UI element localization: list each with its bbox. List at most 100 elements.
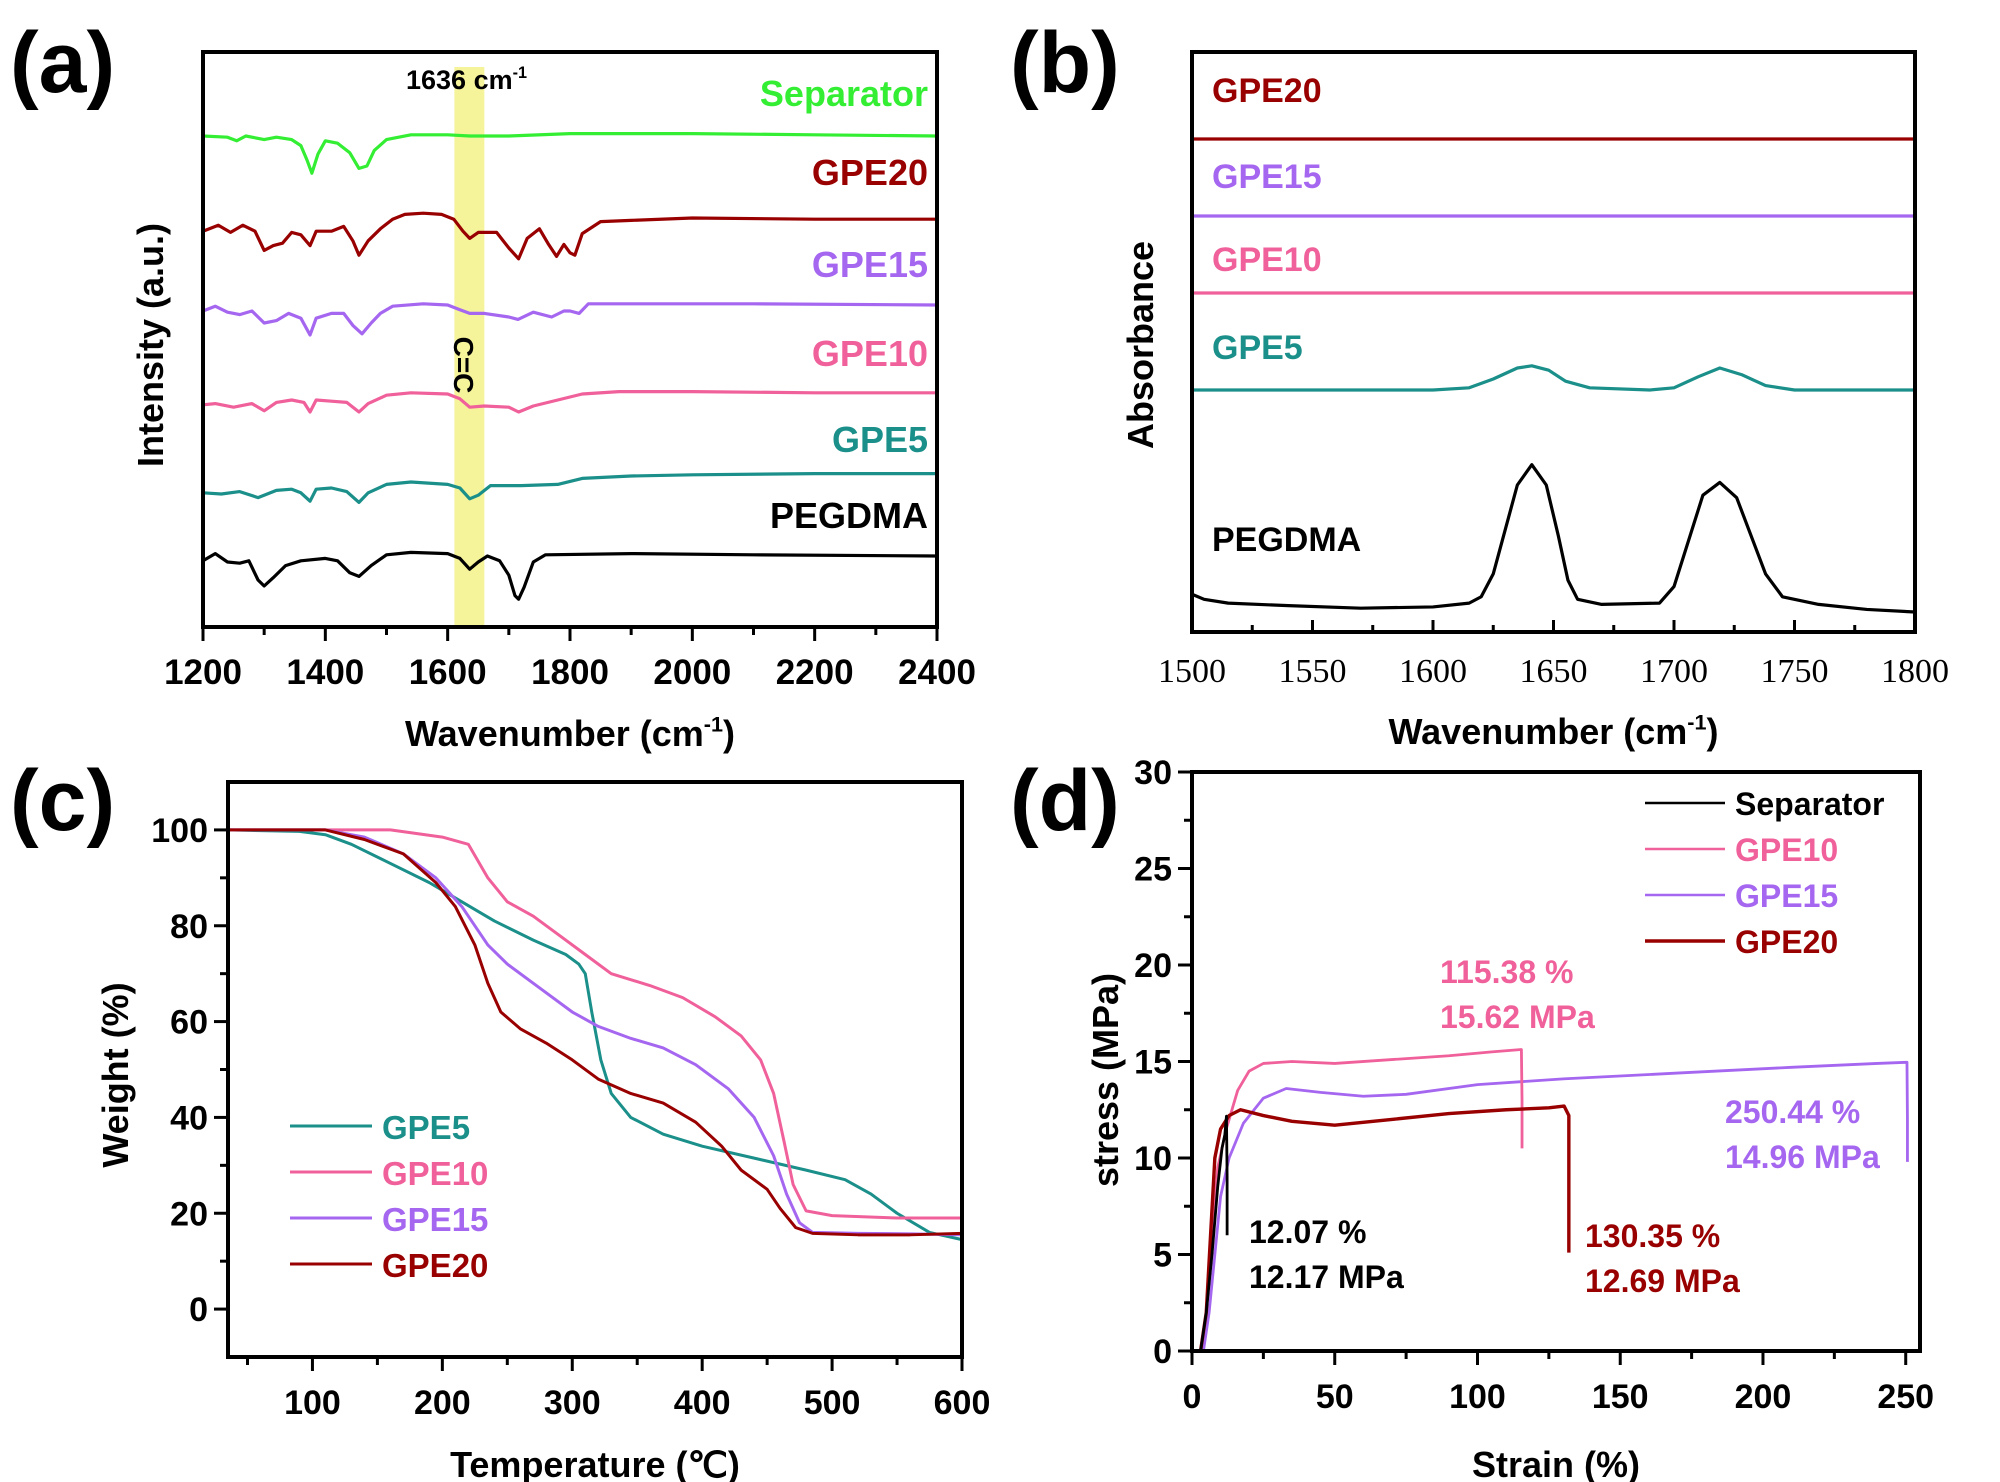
x-tick-label: 1700 bbox=[1640, 653, 1708, 690]
y-tick-label: 30 bbox=[1134, 754, 1172, 792]
x-tick-label: 400 bbox=[674, 1384, 731, 1422]
y-tick-label: 100 bbox=[151, 812, 208, 850]
series-line-gpe5 bbox=[1192, 364, 1915, 392]
x-tick-label: 100 bbox=[1449, 1378, 1506, 1416]
x-tick-label: 500 bbox=[804, 1384, 861, 1422]
annotation-gpe10-stress: 15.62 MPa bbox=[1440, 999, 1595, 1035]
annotation-gpe20-strain: 130.35 % bbox=[1585, 1218, 1720, 1254]
x-tick-label: 1650 bbox=[1520, 653, 1588, 690]
series-label-gpe15: GPE15 bbox=[1212, 158, 1322, 196]
series-label-gpe15: GPE15 bbox=[812, 244, 928, 285]
y-tick-label: 20 bbox=[1134, 947, 1172, 985]
annotation-separator-stress: 12.17 MPa bbox=[1249, 1259, 1404, 1295]
legend-label-gpe10: GPE10 bbox=[382, 1155, 488, 1192]
x-tick-label: 2200 bbox=[776, 653, 854, 692]
panel-label-c: (c) bbox=[10, 753, 115, 849]
series-label-gpe5: GPE5 bbox=[1212, 329, 1303, 367]
x-axis-title: Wavenumber (cm-1) bbox=[405, 712, 735, 754]
x-tick-label: 1800 bbox=[531, 653, 609, 692]
series-line-separator bbox=[1192, 1114, 1229, 1353]
annotation-gpe15-strain: 250.44 % bbox=[1725, 1094, 1860, 1130]
legend-label-gpe15: GPE15 bbox=[1735, 878, 1838, 914]
y-tick-label: 80 bbox=[170, 908, 208, 946]
series-label-separator: Separator bbox=[760, 73, 928, 114]
plot-frame bbox=[226, 780, 964, 1359]
series-label-gpe20: GPE20 bbox=[1212, 72, 1322, 110]
highlight-band bbox=[454, 67, 485, 625]
series-line-gpe15 bbox=[202, 302, 938, 337]
y-tick-label: 20 bbox=[170, 1195, 208, 1233]
x-tick-label: 1600 bbox=[409, 653, 487, 692]
x-tick-label: 100 bbox=[284, 1384, 341, 1422]
series-line-gpe20 bbox=[1192, 1104, 1571, 1353]
series-line-pegdma bbox=[202, 550, 938, 601]
panel-label-a: (a) bbox=[10, 15, 115, 111]
x-tick-label: 1550 bbox=[1279, 653, 1347, 690]
annotation-gpe15-stress: 14.96 MPa bbox=[1725, 1139, 1880, 1175]
x-tick-label: 250 bbox=[1877, 1378, 1934, 1416]
panel-label-d: (d) bbox=[1010, 753, 1120, 849]
panel-d-stress-strain: Separator GPE10 GPE15 GPE20 12.07 % 12.17 MPa… bbox=[1085, 754, 1934, 1482]
series-label-pegdma: PEGDMA bbox=[770, 495, 928, 536]
x-tick-label: 1600 bbox=[1399, 653, 1467, 690]
x-tick-label: 200 bbox=[1735, 1378, 1792, 1416]
legend-label-gpe20: GPE20 bbox=[1735, 924, 1838, 960]
legend-label-gpe15: GPE15 bbox=[382, 1201, 488, 1238]
x-tick-label: 300 bbox=[544, 1384, 601, 1422]
x-axis-title: Wavenumber (cm-1) bbox=[1389, 710, 1719, 752]
x-tick-label: 50 bbox=[1316, 1378, 1354, 1416]
y-tick-label: 60 bbox=[170, 1004, 208, 1042]
cc-bond-label: C=C bbox=[448, 337, 479, 394]
y-tick-label: 0 bbox=[189, 1291, 208, 1329]
y-tick-label: 40 bbox=[170, 1099, 208, 1137]
y-axis-title: stress (MPa) bbox=[1085, 973, 1126, 1187]
x-tick-label: 2000 bbox=[653, 653, 731, 692]
panel-c-tga-curves: GPE5 GPE10 GPE15 GPE20 100 200 300 400 500 600 0 20… bbox=[95, 780, 991, 1482]
series-label-gpe20: GPE20 bbox=[812, 152, 928, 193]
y-tick-label: 5 bbox=[1153, 1237, 1172, 1275]
y-axis-title: Intensity (a.u.) bbox=[130, 223, 171, 467]
series-line-gpe20 bbox=[202, 211, 937, 261]
series-label-pegdma: PEGDMA bbox=[1212, 521, 1361, 559]
legend-label-gpe5: GPE5 bbox=[382, 1109, 470, 1146]
panel-a-ftir-spectra: Separator GPE20 GPE15 GPE10 GPE5 PEGDMA 1636 c… bbox=[130, 50, 976, 754]
x-tick-label: 1400 bbox=[286, 653, 364, 692]
annotation-separator-strain: 12.07 % bbox=[1249, 1214, 1366, 1250]
y-tick-label: 0 bbox=[1153, 1333, 1172, 1371]
annotation-gpe10-strain: 115.38 % bbox=[1440, 954, 1573, 990]
x-tick-label: 150 bbox=[1592, 1378, 1649, 1416]
x-tick-label: 1750 bbox=[1761, 653, 1829, 690]
y-axis-title: Absorbance bbox=[1120, 241, 1161, 449]
panel-label-b: (b) bbox=[1010, 15, 1120, 111]
x-tick-label: 600 bbox=[934, 1384, 991, 1422]
x-tick-label: 0 bbox=[1183, 1378, 1202, 1416]
panel-b-absorbance-spectra: GPE20 GPE15 GPE10 GPE5 PEGDMA 1500 1550 1600 165… bbox=[1120, 50, 1949, 752]
series-line-gpe5 bbox=[202, 472, 937, 504]
y-axis-title: Weight (%) bbox=[95, 982, 136, 1167]
x-axis-title: Temperature (℃) bbox=[450, 1444, 740, 1482]
x-axis-title: Strain (%) bbox=[1472, 1444, 1640, 1482]
series-line-pegdma bbox=[1191, 463, 1916, 614]
legend-label-gpe10: GPE10 bbox=[1735, 832, 1838, 868]
x-tick-label: 1500 bbox=[1158, 653, 1226, 690]
x-tick-label: 1800 bbox=[1881, 653, 1949, 690]
annotation-gpe20-stress: 12.69 MPa bbox=[1585, 1263, 1740, 1299]
series-line-gpe20 bbox=[228, 828, 963, 1237]
series-label-gpe10: GPE10 bbox=[812, 333, 928, 374]
y-tick-label: 10 bbox=[1134, 1140, 1172, 1178]
series-line-gpe5 bbox=[227, 828, 963, 1242]
legend-label-separator: Separator bbox=[1735, 786, 1884, 822]
x-tick-label: 1200 bbox=[164, 653, 242, 692]
series-line-separator bbox=[202, 132, 938, 175]
legend-label-gpe20: GPE20 bbox=[382, 1247, 488, 1284]
series-line-gpe15 bbox=[1192, 1060, 1909, 1353]
x-tick-label: 200 bbox=[414, 1384, 471, 1422]
series-line-gpe15 bbox=[228, 828, 963, 1237]
series-label-gpe5: GPE5 bbox=[832, 419, 928, 460]
series-line-gpe10 bbox=[202, 390, 937, 414]
x-tick-label: 2400 bbox=[898, 653, 976, 692]
series-label-gpe10: GPE10 bbox=[1212, 241, 1322, 279]
y-tick-label: 15 bbox=[1134, 1044, 1172, 1082]
highlight-label: 1636 cm-1 bbox=[406, 64, 527, 95]
